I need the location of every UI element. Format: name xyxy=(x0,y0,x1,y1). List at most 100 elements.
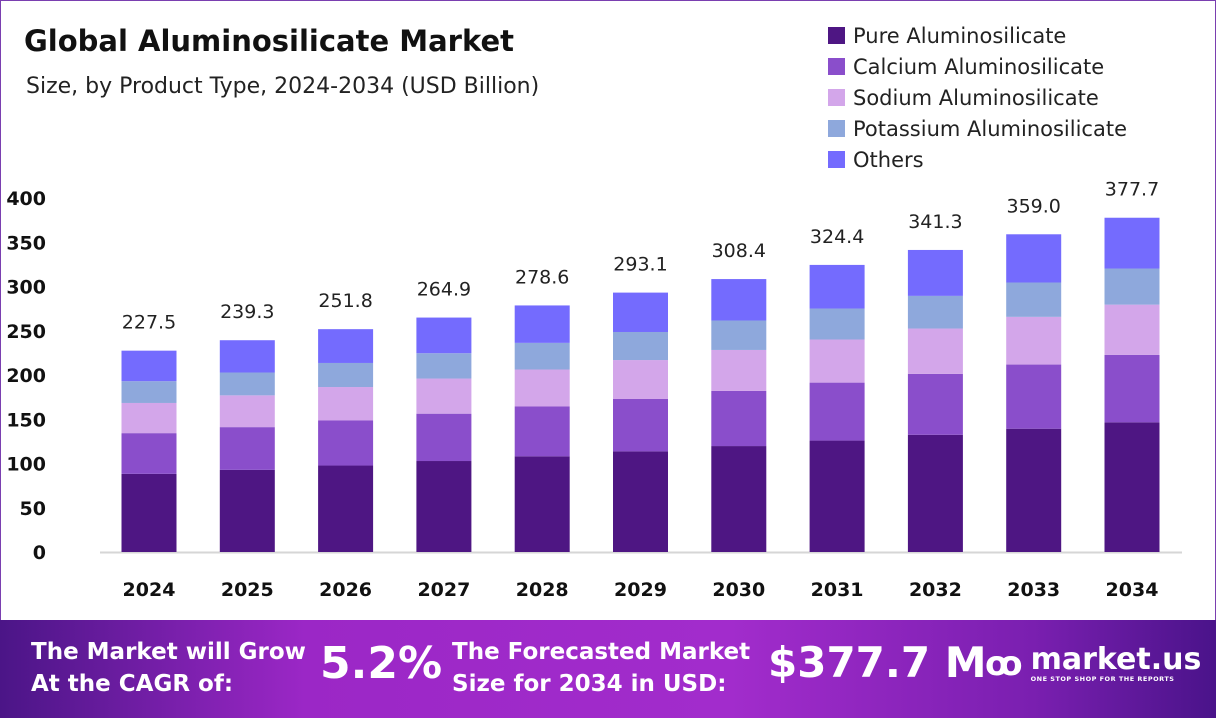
bar-segment xyxy=(219,372,275,396)
y-tick-label: 0 xyxy=(33,542,46,564)
bar-segment xyxy=(121,402,177,434)
bar-segment xyxy=(711,320,767,350)
logo-name: market.us xyxy=(1030,642,1202,677)
legend-item: Others xyxy=(828,144,1127,175)
market-us-logo: ꝏ market.us ONE STOP SHOP FOR THE REPORTS xyxy=(985,644,1201,684)
bar-segment xyxy=(809,339,865,383)
bar-segment xyxy=(318,362,374,388)
bar-segment xyxy=(613,398,668,452)
cagr-label: The Market will Grow At the CAGR of: xyxy=(31,636,306,700)
total-label: 293.1 xyxy=(613,254,667,276)
bar-segment xyxy=(416,353,472,379)
x-tick-label: 2028 xyxy=(516,579,569,601)
forecast-value: $377.7 M xyxy=(768,638,987,687)
y-tick-label: 150 xyxy=(6,409,46,431)
forecast-label-line1: The Forecasted Market xyxy=(452,639,751,665)
bar-segment xyxy=(1104,217,1160,269)
bar-segment xyxy=(907,249,963,296)
bar-segment xyxy=(907,434,963,552)
x-tick-label: 2032 xyxy=(909,579,962,601)
bar-segment xyxy=(1006,316,1062,365)
cagr-label-line1: The Market will Grow xyxy=(31,639,306,665)
legend-label: Calcium Aluminosilicate xyxy=(853,54,1105,79)
total-label: 308.4 xyxy=(712,240,766,262)
y-tick-label: 350 xyxy=(6,232,46,254)
bar-segment xyxy=(1006,364,1062,429)
logo-icon: ꝏ xyxy=(985,644,1023,684)
x-tick-label: 2029 xyxy=(614,579,667,601)
legend-label: Others xyxy=(853,147,924,172)
total-label: 377.7 xyxy=(1105,179,1159,201)
bar-segment xyxy=(121,473,177,552)
bar-segment xyxy=(613,331,668,361)
chart-title: Global Aluminosilicate Market xyxy=(24,24,515,58)
forecast-label-line2: Size for 2034 in USD: xyxy=(452,671,727,697)
bar-segment xyxy=(514,406,570,457)
bar-segment xyxy=(219,395,275,428)
bar-segment xyxy=(416,461,472,552)
summary-banner: The Market will Grow At the CAGR of: 5.2%… xyxy=(0,620,1216,718)
bar-segment xyxy=(416,317,472,354)
bar-segment xyxy=(613,451,668,552)
legend-item: Calcium Aluminosilicate xyxy=(828,51,1127,82)
bar-segment xyxy=(809,308,865,340)
bar-segment xyxy=(219,469,275,552)
x-tick-label: 2033 xyxy=(1007,579,1060,601)
x-tick-label: 2027 xyxy=(417,579,470,601)
x-tick-label: 2026 xyxy=(319,579,372,601)
bar-segment xyxy=(809,382,865,441)
bar-segment xyxy=(219,340,275,373)
total-label: 324.4 xyxy=(810,226,864,248)
legend-item: Potassium Aluminosilicate xyxy=(828,113,1127,144)
x-tick-label: 2031 xyxy=(811,579,864,601)
bar-segment xyxy=(416,378,472,414)
bar-segment xyxy=(318,420,374,466)
legend-label: Potassium Aluminosilicate xyxy=(853,116,1127,141)
bar-segment xyxy=(219,427,275,470)
total-label: 278.6 xyxy=(515,266,569,288)
bar-segment xyxy=(514,369,570,407)
bar-segment xyxy=(613,360,668,399)
legend-swatch xyxy=(828,89,845,106)
bar-segment xyxy=(1006,428,1062,552)
y-tick-label: 400 xyxy=(6,188,46,210)
stacked-bar-chart: 0 50 100 150 200 250 300 350 400 227.5 2024 239.3 20… xyxy=(6,179,1182,601)
bar-segment xyxy=(121,350,177,382)
total-label: 359.0 xyxy=(1006,195,1060,217)
bar-segment xyxy=(121,433,177,474)
y-tick-label: 50 xyxy=(20,498,46,520)
bar-segment xyxy=(809,440,865,552)
total-label: 227.5 xyxy=(122,312,176,334)
y-tick-label: 100 xyxy=(6,454,46,476)
bar-segment xyxy=(711,349,767,391)
bar-segment xyxy=(318,329,374,363)
bar-segment xyxy=(711,390,767,447)
bar-segment xyxy=(907,295,963,329)
legend-swatch xyxy=(828,27,845,44)
bar-segment xyxy=(1104,354,1160,423)
cagr-label-line2: At the CAGR of: xyxy=(31,671,234,697)
legend-item: Sodium Aluminosilicate xyxy=(828,82,1127,113)
cagr-value: 5.2% xyxy=(320,638,443,689)
y-tick-label: 300 xyxy=(6,277,46,299)
legend-swatch xyxy=(828,151,845,168)
bar-segment xyxy=(711,446,767,552)
bar-segment xyxy=(1006,234,1062,283)
y-tick-label: 200 xyxy=(6,365,46,387)
total-label: 341.3 xyxy=(908,211,962,233)
x-tick-label: 2034 xyxy=(1106,579,1159,601)
bar-segment xyxy=(416,413,472,462)
x-tick-label: 2024 xyxy=(123,579,176,601)
bar-segment xyxy=(514,342,570,370)
bar-segment xyxy=(514,305,570,343)
bar-segment xyxy=(613,292,668,332)
bar-segment xyxy=(907,373,963,435)
legend-swatch xyxy=(828,120,845,137)
total-label: 264.9 xyxy=(417,279,471,301)
total-label: 251.8 xyxy=(318,290,372,312)
bar-segment xyxy=(1104,268,1160,305)
legend: Pure Aluminosilicate Calcium Aluminosilic… xyxy=(828,20,1127,175)
forecast-label: The Forecasted Market Size for 2034 in US… xyxy=(452,636,750,700)
logo-tagline: ONE STOP SHOP FOR THE REPORTS xyxy=(1030,675,1175,683)
y-tick-label: 250 xyxy=(6,321,46,343)
